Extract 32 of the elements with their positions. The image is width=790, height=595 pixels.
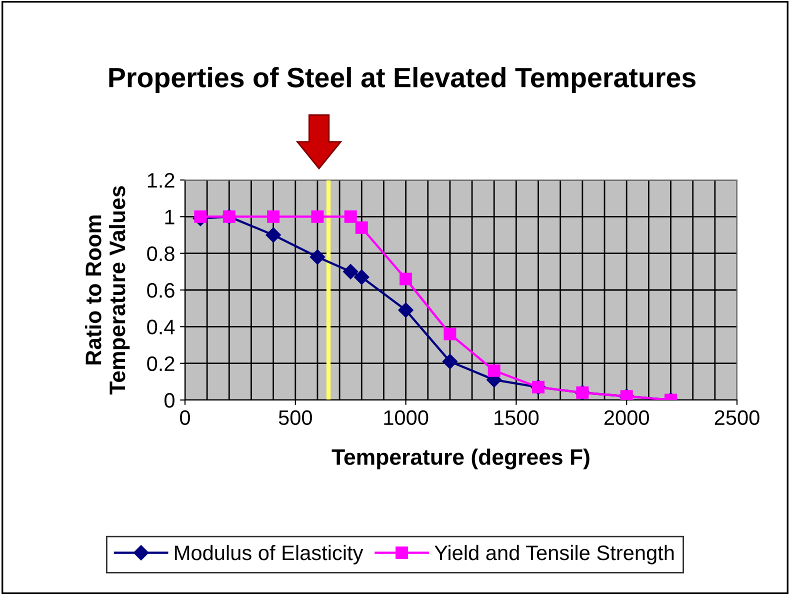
legend-label: Modulus of Elasticity	[175, 544, 364, 564]
y-tick-label: 0.2	[147, 356, 174, 372]
point	[444, 328, 456, 340]
point	[488, 364, 500, 377]
y-tick-label: 0.4	[147, 320, 175, 334]
y-tick-label: 1.2	[148, 173, 174, 188]
x-tick-label: 2000	[604, 410, 649, 426]
y-tick-label: 0	[164, 393, 174, 408]
y-tick-label: 0.8	[147, 246, 174, 262]
x-tick-label: 1500	[494, 410, 539, 426]
chart-title: Properties of Steel at Elevated Temperatures	[109, 67, 696, 93]
point	[344, 210, 357, 223]
point	[310, 249, 326, 265]
point	[194, 210, 207, 223]
x-tick-label: 0	[180, 410, 190, 426]
point	[266, 227, 281, 243]
y-tick-label: 0.6	[147, 283, 174, 298]
y-tick-label: 1	[165, 210, 174, 224]
point	[355, 221, 368, 234]
x-axis-title: Temperature (degrees F)	[332, 448, 590, 470]
point	[311, 210, 324, 223]
y-axis-title: Ratio to Room Temperature Values	[85, 186, 130, 395]
point	[398, 302, 414, 318]
point	[354, 270, 370, 285]
x-tick-label: 2500	[714, 410, 760, 426]
point	[400, 272, 412, 286]
x-tick-label: 1000	[384, 410, 428, 426]
point	[343, 264, 358, 280]
legend-label: Yield and Tensile Strength	[434, 544, 674, 564]
point	[442, 354, 458, 370]
point	[267, 210, 280, 223]
x-tick-label: 500	[278, 410, 312, 426]
